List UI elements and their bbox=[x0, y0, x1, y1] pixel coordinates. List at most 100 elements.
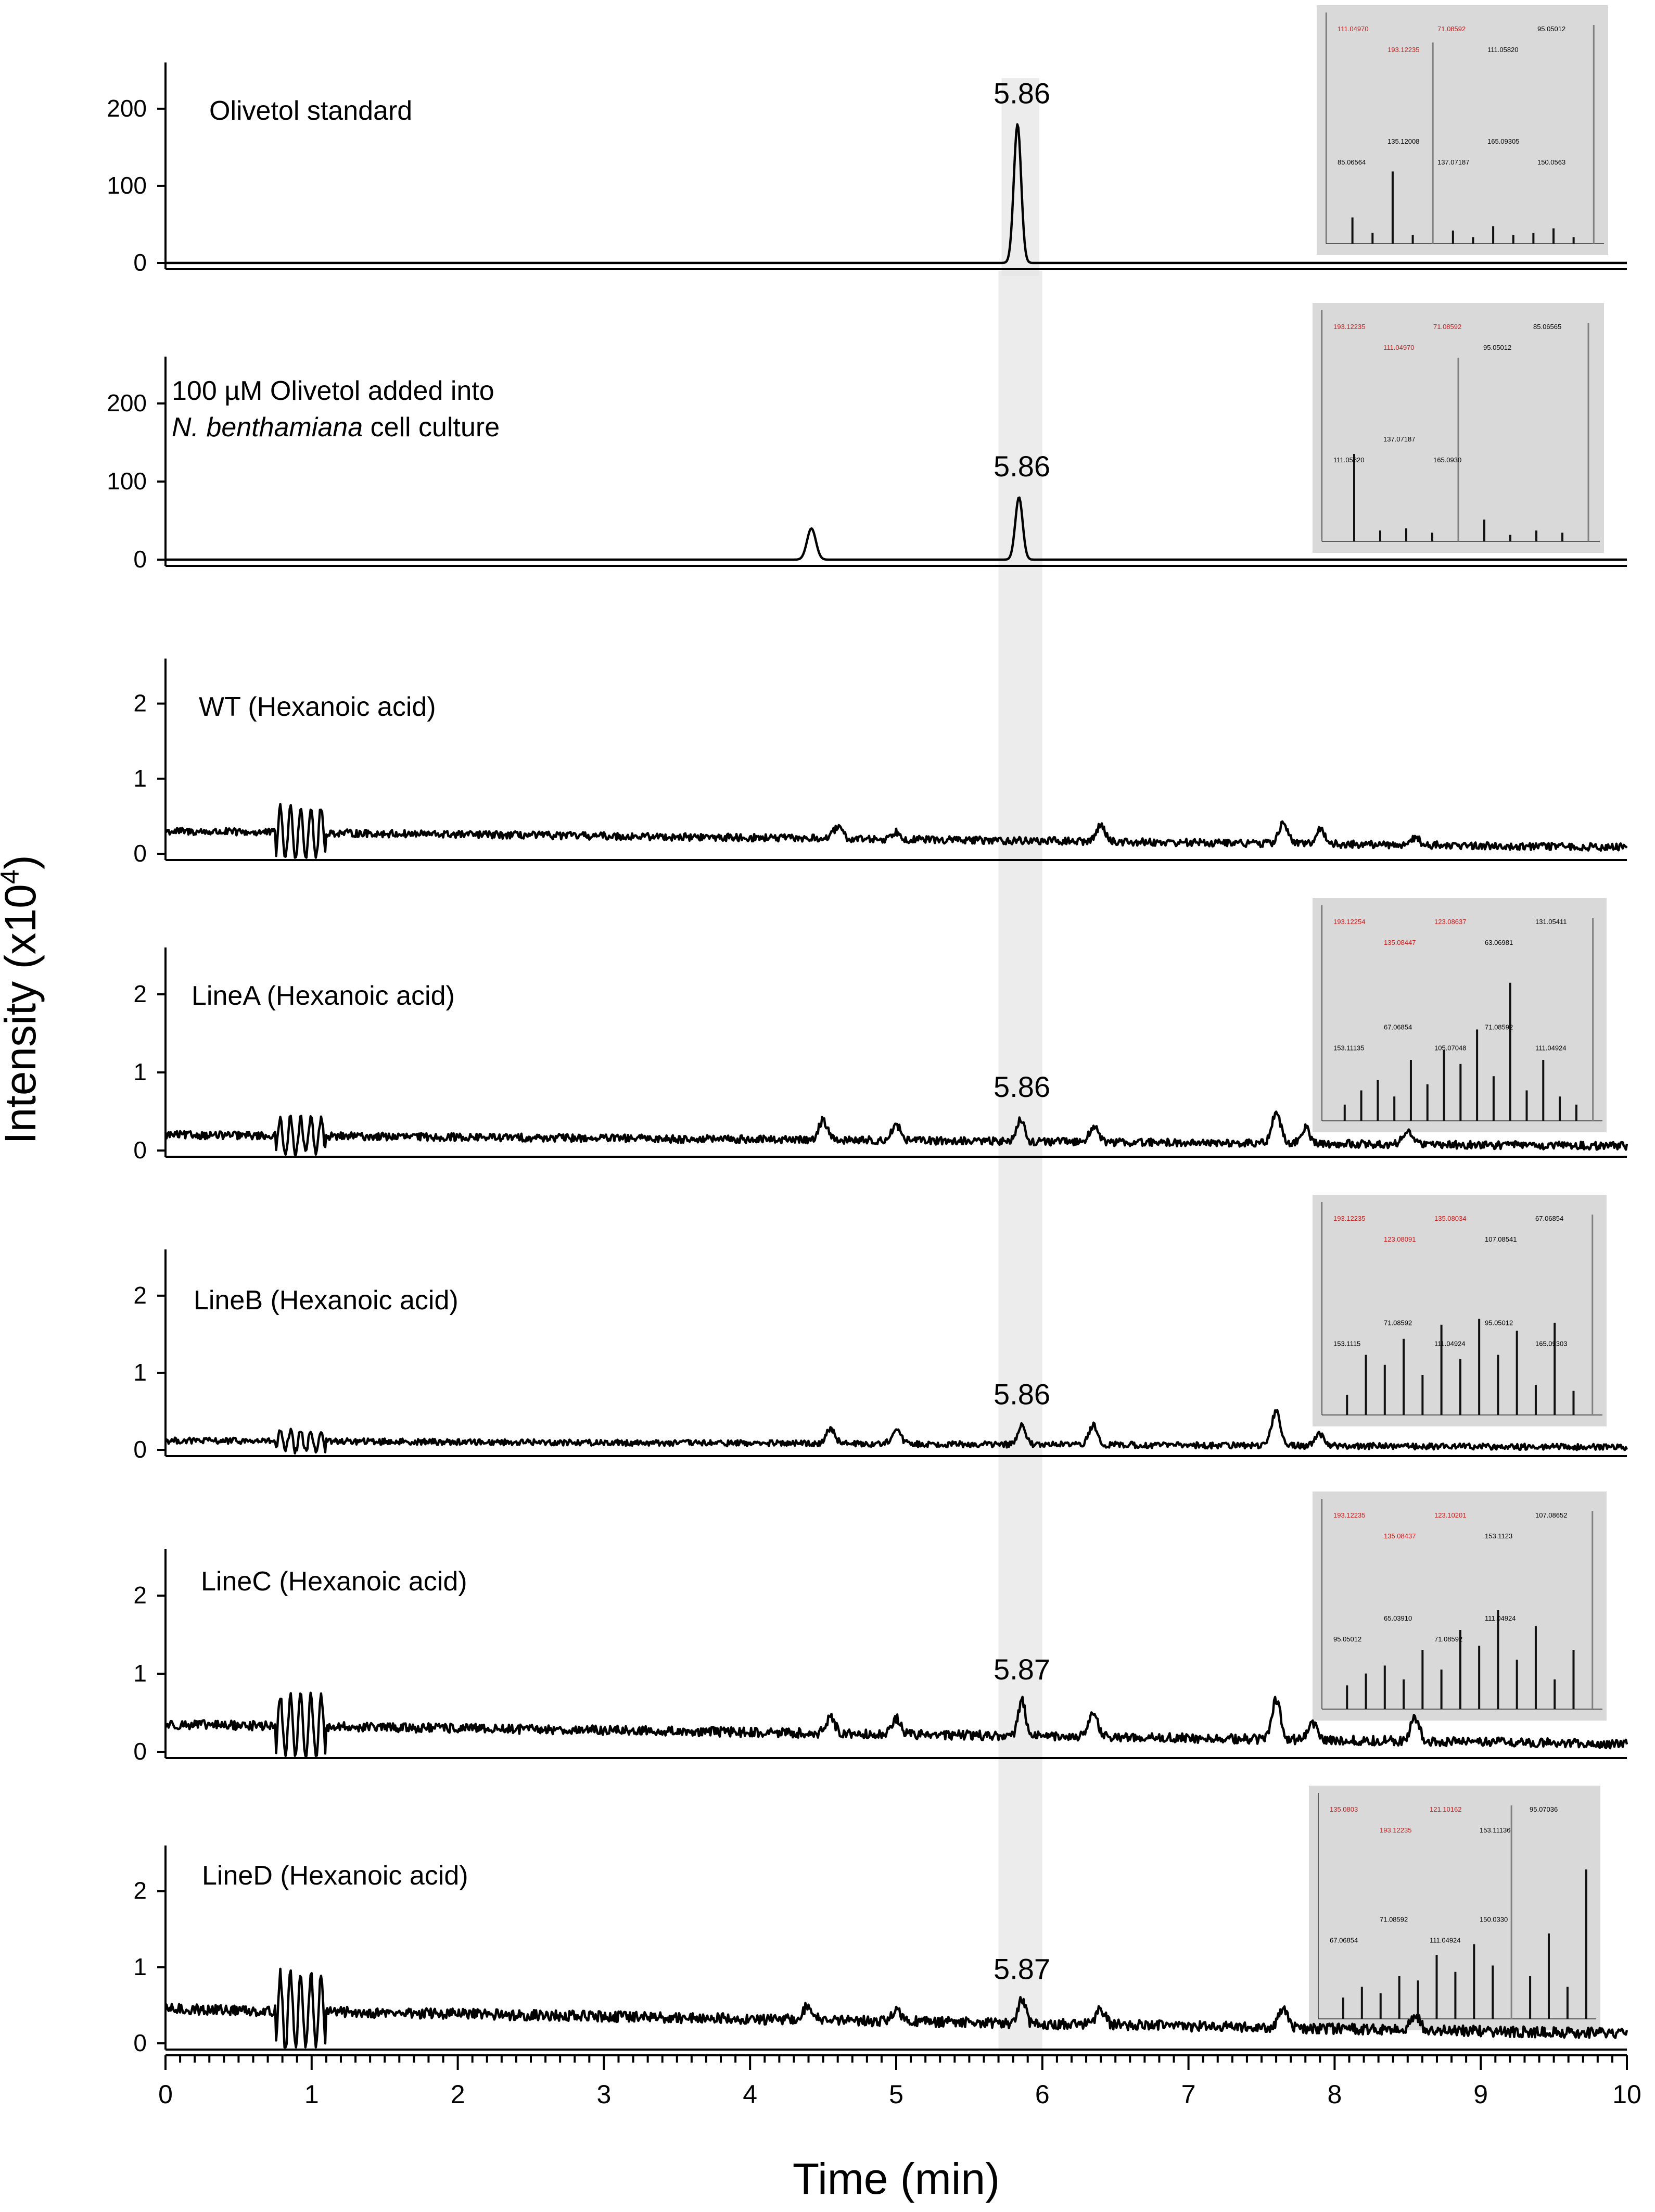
inset-peak-label: 153.11136 bbox=[1480, 1826, 1511, 1834]
panel-3: 2 1 0 WT (Hexanoic acid) bbox=[133, 659, 1628, 867]
y-tick-label: 2 bbox=[133, 1282, 147, 1309]
inset-peak-label: 150.0330 bbox=[1480, 1916, 1508, 1924]
x-tick-label: 8 bbox=[1327, 2080, 1342, 2109]
inset-peak-label: 95.05012 bbox=[1483, 344, 1511, 351]
inset-peak-label: 123.08637 bbox=[1434, 918, 1466, 926]
inset-peak-label: 111.05820 bbox=[1487, 46, 1519, 54]
y-tick-label: 100 bbox=[107, 467, 147, 495]
x-tick-label: 9 bbox=[1473, 2080, 1488, 2109]
inset-peak-label: 111.04970 bbox=[1338, 25, 1369, 33]
panel-7: 135.0803 193.12235 121.10162 153.11136 95.07… bbox=[133, 1786, 1628, 2056]
inset-peak-label: 111.04970 bbox=[1383, 344, 1415, 351]
y-tick-label: 0 bbox=[133, 249, 147, 276]
inset-peak-label: 67.06854 bbox=[1535, 1215, 1563, 1222]
peak-rt-label: 5.86 bbox=[994, 450, 1050, 483]
panel-label: WT (Hexanoic acid) bbox=[199, 692, 436, 722]
y-axis-title-main: Intensity (x10 bbox=[0, 884, 45, 1144]
inset-peak-label: 65.03910 bbox=[1384, 1614, 1412, 1622]
inset-peak-label: 71.08592 bbox=[1434, 1635, 1462, 1643]
x-axis: 0 1 2 3 4 5 6 7 8 9 10 bbox=[158, 2054, 1641, 2109]
inset-peak-label: 95.05012 bbox=[1537, 25, 1565, 33]
x-tick-label: 0 bbox=[158, 2080, 173, 2109]
highlight-band bbox=[998, 271, 1042, 2051]
peak-rt-label: 5.86 bbox=[994, 1070, 1050, 1103]
inset-peak-label: 137.07187 bbox=[1383, 435, 1415, 443]
inset-peak-label: 135.08447 bbox=[1384, 939, 1416, 946]
x-tick-label: 5 bbox=[889, 2080, 903, 2109]
inset-peak-label: 165.09303 bbox=[1535, 1339, 1567, 1347]
inset-peak-label: 153.1123 bbox=[1485, 1532, 1512, 1540]
chromatogram-trace bbox=[165, 803, 1628, 859]
inset-peak-label: 153.1115 bbox=[1333, 1339, 1360, 1347]
peak-rt-label: 5.86 bbox=[994, 77, 1050, 109]
panel-label: LineD (Hexanoic acid) bbox=[202, 1861, 468, 1891]
panel-label: LineA (Hexanoic acid) bbox=[192, 981, 455, 1011]
y-axis-title-sup: 4 bbox=[0, 869, 24, 884]
y-tick-label: 200 bbox=[107, 389, 147, 416]
inset-peak-label: 107.08541 bbox=[1485, 1235, 1517, 1243]
inset-peak-label: 193.12235 bbox=[1333, 323, 1365, 331]
inset-peak-label: 111.04924 bbox=[1485, 1614, 1516, 1622]
inset-peak-label: 165.0930 bbox=[1433, 456, 1461, 464]
inset-peak-label: 111.05820 bbox=[1333, 456, 1365, 464]
panel-label: 100 µM Olivetol added into bbox=[172, 376, 494, 406]
x-tick-label: 7 bbox=[1181, 2080, 1196, 2109]
inset-peak-label: 71.08592 bbox=[1433, 323, 1461, 331]
ms-spectrum-inset: 193.12235 111.04970 71.08592 95.05012 85.065… bbox=[1313, 303, 1604, 553]
x-tick-label: 3 bbox=[596, 2080, 611, 2109]
inset-peak-label: 193.12235 bbox=[1333, 1511, 1365, 1519]
panel-label-line2: N. benthamiana cell culture bbox=[172, 412, 500, 443]
y-axis-title-close: ) bbox=[0, 855, 45, 869]
x-tick-label: 2 bbox=[451, 2080, 465, 2109]
species-name: N. benthamiana bbox=[172, 412, 363, 443]
peak-rt-label: 5.87 bbox=[994, 1653, 1050, 1686]
inset-peak-label: 95.05012 bbox=[1485, 1319, 1513, 1326]
inset-peak-label: 71.08592 bbox=[1384, 1319, 1412, 1326]
peak-rt-label: 5.87 bbox=[994, 1953, 1050, 1986]
chromatogram-trace bbox=[164, 1691, 1628, 1758]
inset-peak-label: 193.12235 bbox=[1380, 1826, 1411, 1834]
panel-label: Olivetol standard bbox=[209, 96, 412, 126]
panel-6: 193.12235 135.08437 123.10201 153.1123 107.0… bbox=[133, 1491, 1628, 1765]
inset-peak-label: 111.04924 bbox=[1430, 1937, 1461, 1944]
y-tick-label: 0 bbox=[133, 1738, 147, 1765]
y-tick-label: 1 bbox=[133, 1953, 147, 1980]
inset-peak-label: 85.06564 bbox=[1338, 158, 1366, 166]
y-tick-label: 2 bbox=[133, 980, 147, 1007]
inset-peak-label: 111.04924 bbox=[1535, 1044, 1567, 1052]
inset-peak-label: 85.06565 bbox=[1533, 323, 1561, 331]
inset-peak-label: 95.07036 bbox=[1530, 1805, 1558, 1813]
ms-spectrum-inset: 111.04970 193.12235 71.08592 111.05820 95.05… bbox=[1317, 5, 1608, 255]
y-tick-label: 0 bbox=[133, 2029, 147, 2056]
chromatogram-trace bbox=[165, 496, 1627, 561]
inset-peak-label: 67.06854 bbox=[1330, 1937, 1358, 1944]
panel-2: 193.12235 111.04970 71.08592 95.05012 85.065… bbox=[107, 303, 1627, 573]
inset-peak-label: 67.06854 bbox=[1384, 1023, 1412, 1031]
y-tick-label: 2 bbox=[133, 690, 147, 717]
y-tick-label: 1 bbox=[133, 765, 147, 792]
y-tick-label: 2 bbox=[133, 1582, 147, 1609]
x-tick-label: 4 bbox=[743, 2080, 757, 2109]
inset-peak-label: 71.08592 bbox=[1380, 1916, 1408, 1924]
chromatogram-trace bbox=[165, 123, 1627, 264]
y-tick-label: 0 bbox=[133, 1436, 147, 1463]
y-tick-label: 1 bbox=[133, 1058, 147, 1085]
chromatogram-trace bbox=[164, 1409, 1628, 1455]
inset-peak-label: 137.07187 bbox=[1437, 158, 1469, 166]
x-tick-label: 10 bbox=[1612, 2080, 1641, 2109]
y-tick-label: 1 bbox=[133, 1359, 147, 1386]
inset-peak-label: 135.08437 bbox=[1384, 1532, 1416, 1540]
inset-peak-label: 107.08652 bbox=[1535, 1511, 1567, 1519]
ms-spectrum-inset: 193.12254 135.08447 123.08637 63.06981 131.0… bbox=[1313, 898, 1607, 1132]
y-axis-title: Intensity (x104) bbox=[0, 855, 45, 1144]
retention-time-highlight bbox=[998, 78, 1042, 2051]
inset-peak-label: 150.0563 bbox=[1537, 158, 1565, 166]
x-tick-label: 1 bbox=[304, 2080, 319, 2109]
inset-peak-label: 153.11135 bbox=[1333, 1044, 1365, 1052]
y-tick-label: 0 bbox=[133, 840, 147, 867]
ms-spectrum-inset: 135.0803 193.12235 121.10162 153.11136 95.07… bbox=[1309, 1786, 1600, 2030]
y-tick-label: 0 bbox=[133, 546, 147, 573]
peak-rt-label: 5.86 bbox=[994, 1377, 1050, 1410]
inset-peak-label: 135.08034 bbox=[1434, 1215, 1466, 1222]
